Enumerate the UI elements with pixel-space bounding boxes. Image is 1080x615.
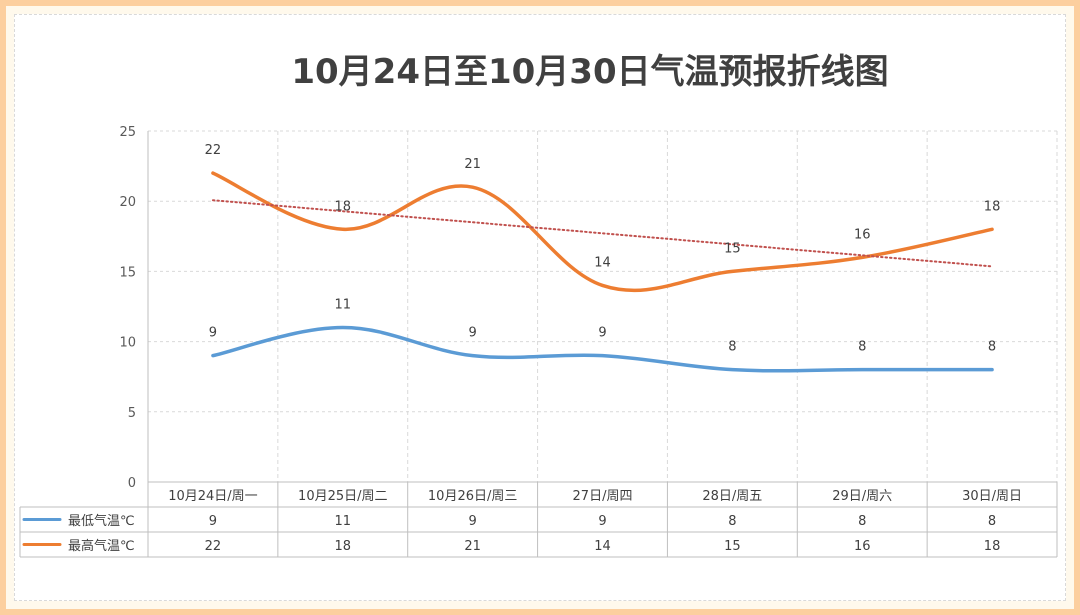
legend-label: 最高气温℃ (68, 538, 135, 554)
data-label: 22 (205, 143, 222, 158)
x-category-label: 28日/周五 (702, 489, 762, 504)
grid-lines (147, 130, 1058, 482)
table-cell-value: 9 (598, 514, 606, 529)
data-label: 8 (988, 340, 996, 355)
data-label: 8 (858, 340, 866, 355)
data-label: 9 (209, 326, 217, 341)
x-category-label: 10月25日/周二 (298, 489, 387, 504)
data-label: 16 (854, 227, 871, 242)
x-category-label: 27日/周四 (573, 489, 633, 504)
data-table: 10月24日/周一 10月25日/周二 10月26日/周三 27日/周四 28日/周五 2… (19, 481, 1058, 558)
trendline (211, 199, 994, 268)
data-label: 15 (724, 241, 741, 256)
y-tick-label: 15 (119, 265, 136, 280)
data-labels: 9 11 9 9 8 8 8 22 18 21 14 15 16 18 (205, 143, 1001, 355)
x-category-label: 10月26日/周三 (428, 489, 517, 504)
table-cell-value: 8 (988, 514, 996, 529)
table-cell-value: 8 (728, 514, 736, 529)
data-label: 9 (469, 326, 477, 341)
table-cell-value: 9 (209, 514, 217, 529)
data-label: 8 (728, 340, 736, 355)
table-cell-value: 18 (335, 539, 352, 554)
x-category-label: 30日/周日 (962, 489, 1022, 504)
table-cell-value: 15 (724, 539, 741, 554)
table-cell-value: 22 (205, 539, 222, 554)
data-label: 18 (335, 199, 352, 214)
table-cell-value: 21 (464, 539, 481, 554)
legend-label: 最低气温℃ (68, 513, 135, 529)
y-axis: 0 5 10 15 20 25 (119, 125, 136, 491)
x-category-label: 29日/周六 (832, 489, 892, 504)
y-tick-label: 20 (119, 195, 136, 210)
table-cell-value: 14 (594, 539, 611, 554)
y-tick-label: 5 (128, 406, 136, 421)
table-cell-value: 8 (858, 514, 866, 529)
table-cell-value: 11 (335, 514, 352, 529)
series-layer (211, 171, 994, 373)
y-tick-label: 10 (119, 336, 136, 351)
data-label: 18 (984, 199, 1001, 214)
x-category-label: 10月24日/周一 (168, 489, 257, 504)
table-cell-value: 9 (469, 514, 477, 529)
table-cell-value: 16 (854, 539, 871, 554)
data-label: 9 (598, 326, 606, 341)
series-line (211, 171, 994, 293)
y-tick-label: 0 (128, 476, 136, 491)
data-label: 14 (594, 255, 611, 270)
data-label: 11 (335, 298, 352, 313)
series-line (211, 325, 994, 373)
data-label: 21 (464, 157, 481, 172)
chart-card (14, 14, 1066, 601)
chart-title: 10月24日至10月30日气温预报折线图 (291, 52, 888, 92)
y-tick-label: 25 (119, 125, 136, 140)
table-cell-value: 18 (984, 539, 1001, 554)
